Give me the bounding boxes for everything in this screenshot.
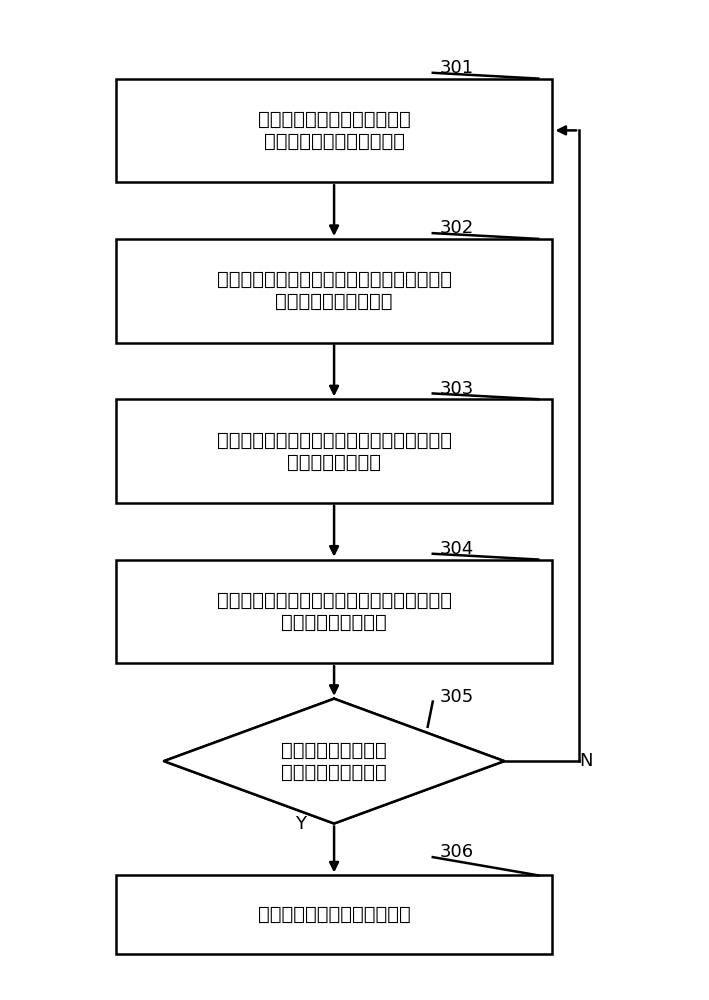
Text: 301: 301 (440, 59, 474, 77)
Text: 303: 303 (440, 380, 474, 398)
Text: 将所述待测序列与预置的归一同步序列进行相
关运算，获得一相关值: 将所述待测序列与预置的归一同步序列进行相 关运算，获得一相关值 (216, 270, 452, 311)
Text: 利用所述归一化因子对所述相关值进行归一化
处理，获得归一化值: 利用所述归一化因子对所述相关值进行归一化 处理，获得归一化值 (216, 591, 452, 632)
Text: 确定所述待测序列为同步序列: 确定所述待测序列为同步序列 (257, 905, 411, 924)
Polygon shape (164, 699, 504, 824)
Text: 利用所述待测序列中绝对值满足设定范围的元
素计算归一化因子: 利用所述待测序列中绝对值满足设定范围的元 素计算归一化因子 (216, 431, 452, 472)
Text: 305: 305 (440, 688, 474, 706)
FancyBboxPatch shape (116, 399, 552, 503)
Text: N: N (579, 752, 593, 770)
Text: Y: Y (294, 815, 306, 833)
Text: 306: 306 (440, 843, 474, 861)
Text: 304: 304 (440, 540, 474, 558)
Text: 302: 302 (440, 219, 474, 237)
FancyBboxPatch shape (116, 560, 552, 663)
Text: 从接收信号中提取与预置的同
步序列长度相同的待测序列: 从接收信号中提取与预置的同 步序列长度相同的待测序列 (257, 110, 411, 151)
Text: 判断获得的归一化值
是否大于设定门限值: 判断获得的归一化值 是否大于设定门限值 (281, 741, 387, 782)
FancyBboxPatch shape (116, 79, 552, 182)
FancyBboxPatch shape (116, 875, 552, 954)
FancyBboxPatch shape (116, 239, 552, 343)
